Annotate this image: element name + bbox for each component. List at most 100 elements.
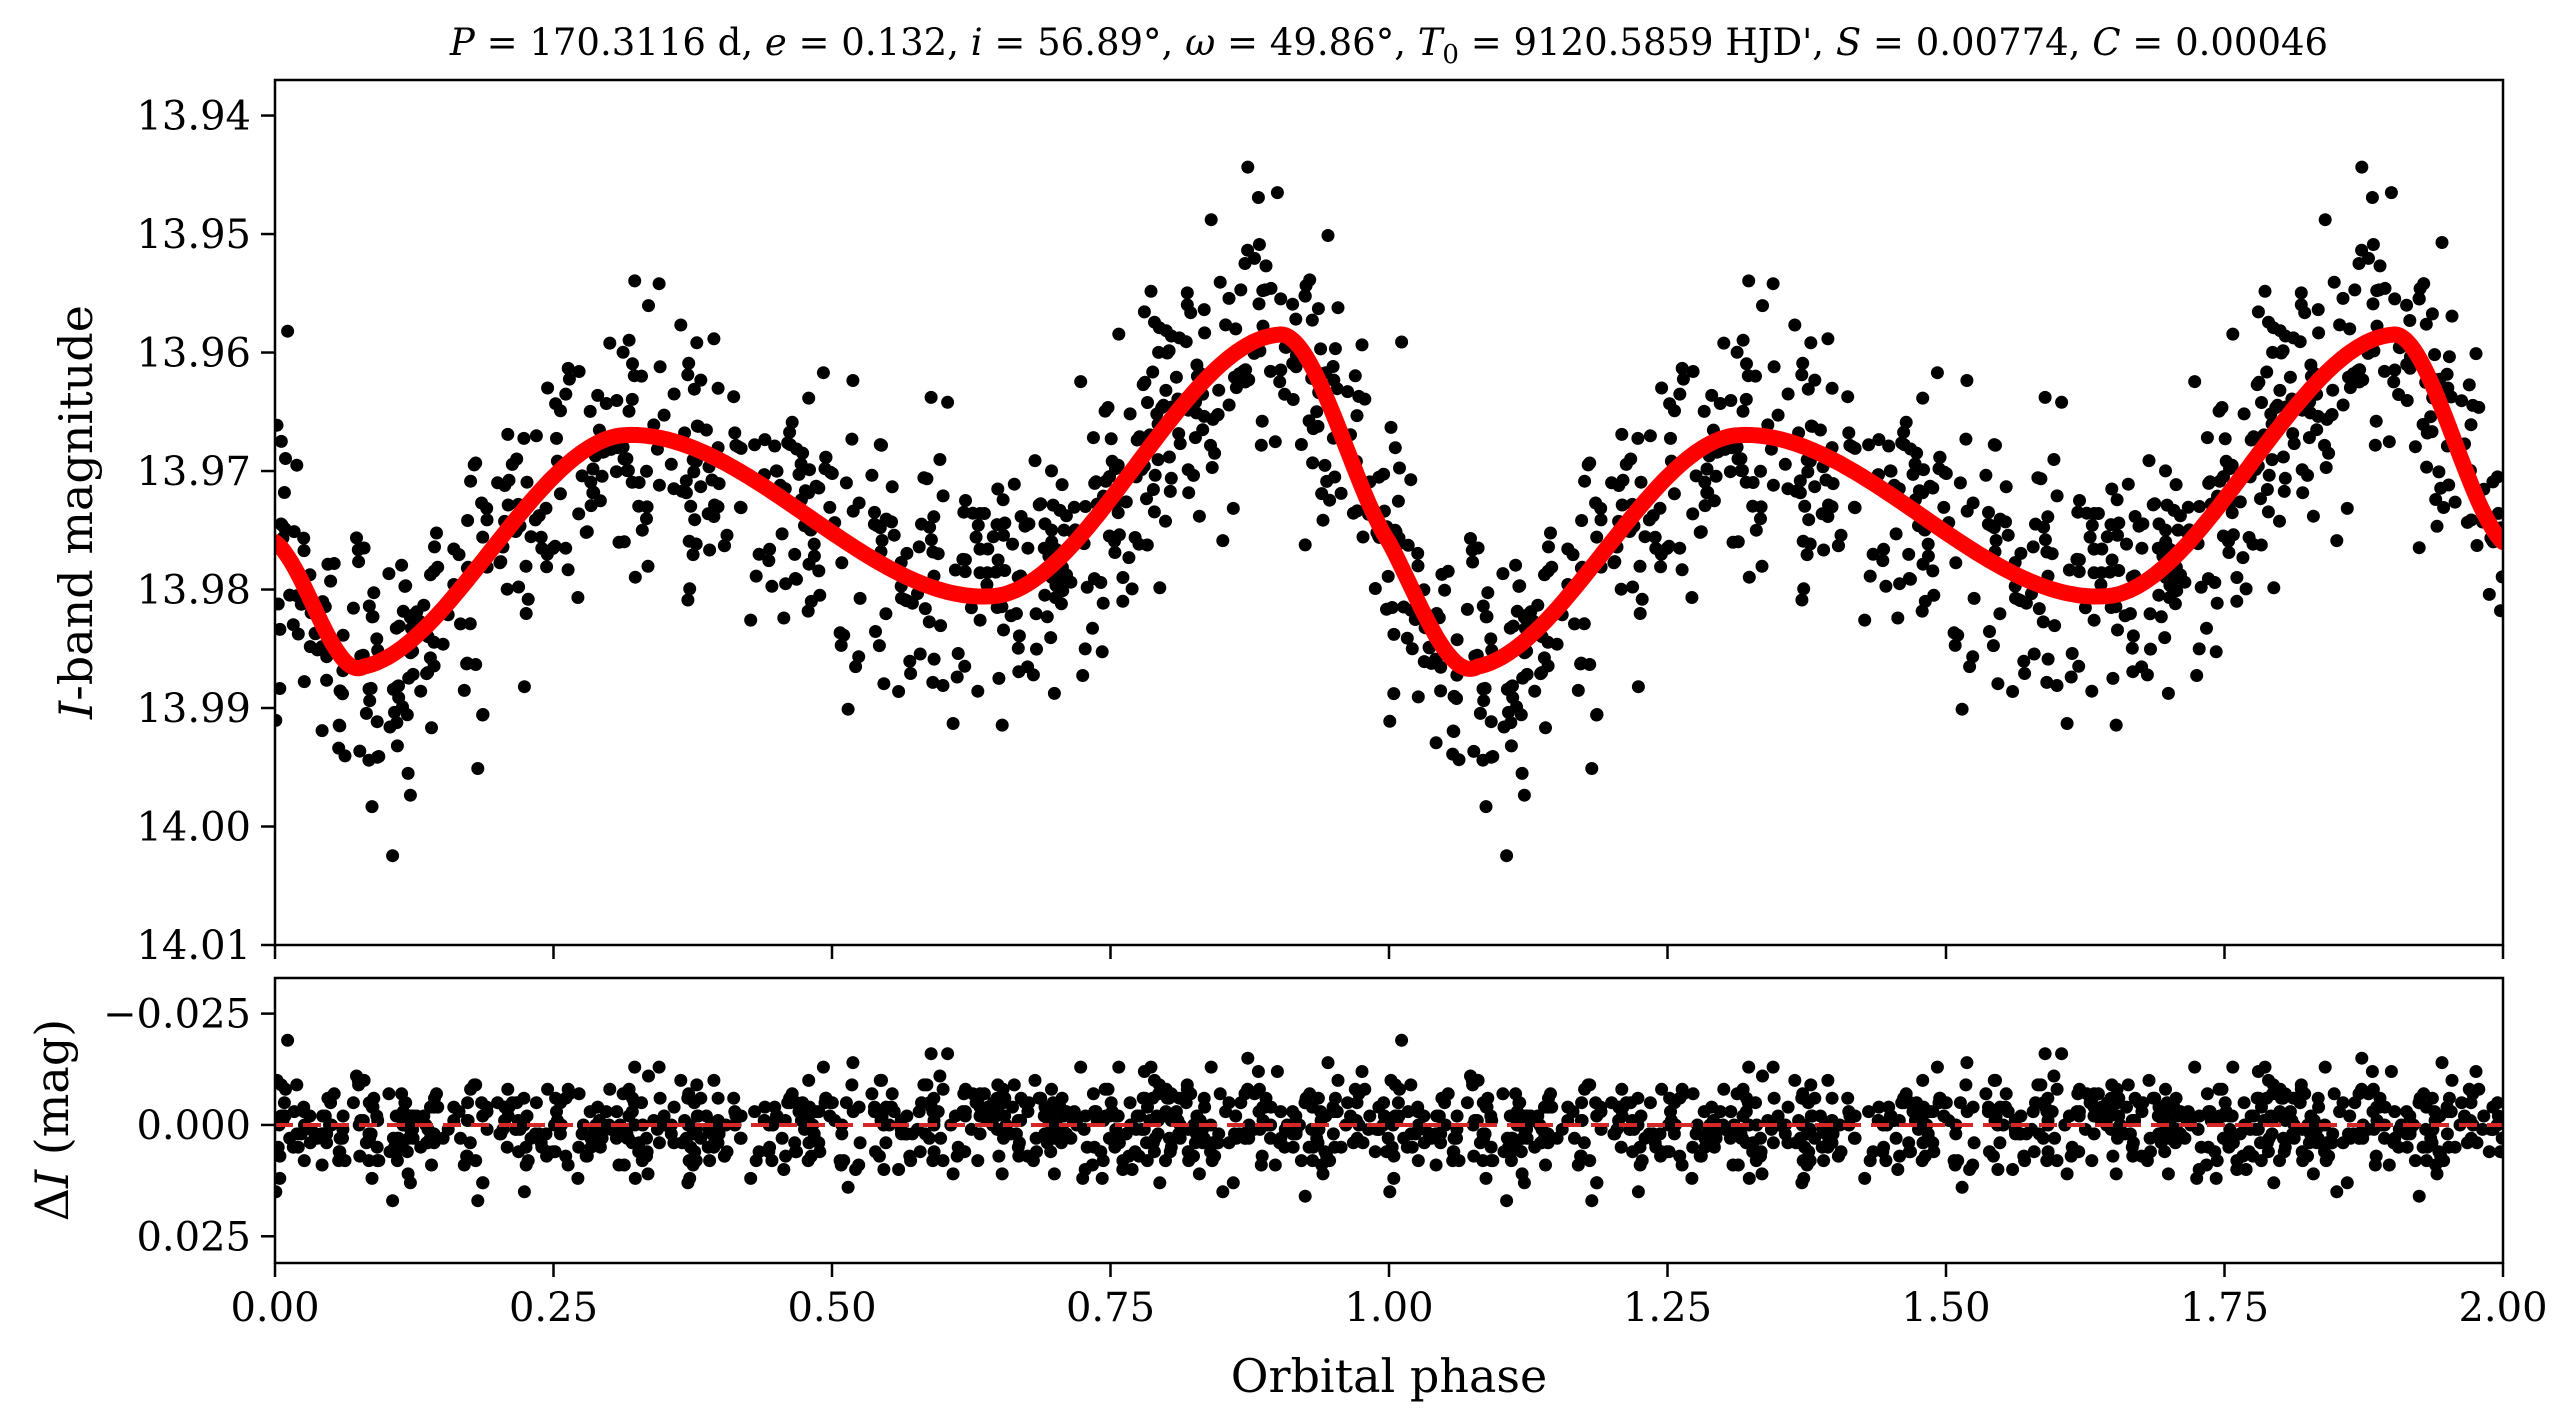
data-point xyxy=(2215,401,2229,414)
data-point xyxy=(2230,571,2244,584)
residual-point xyxy=(1726,1158,1740,1172)
residual-point xyxy=(475,1096,489,1110)
data-point xyxy=(927,510,941,524)
residual-point xyxy=(2327,1087,2341,1101)
data-point xyxy=(812,564,826,578)
data-point xyxy=(475,496,489,510)
residual-point xyxy=(1040,1136,1054,1150)
data-point xyxy=(1138,375,1152,389)
residual-point xyxy=(275,1171,287,1185)
data-point xyxy=(1789,484,1803,498)
data-point xyxy=(2192,500,2206,513)
residual-point xyxy=(2048,1131,2062,1145)
data-point xyxy=(1624,452,1638,466)
data-point xyxy=(1213,275,1227,289)
data-point xyxy=(1897,438,1911,452)
residual-point xyxy=(1833,1118,1847,1132)
data-point xyxy=(1739,392,1753,406)
data-point xyxy=(2378,364,2391,378)
data-point xyxy=(1999,480,2013,494)
data-point xyxy=(1953,476,1967,490)
data-point xyxy=(748,438,762,452)
residual-point xyxy=(2494,1145,2503,1159)
data-point xyxy=(837,628,851,642)
residual-point xyxy=(1182,1154,1196,1168)
residual-point xyxy=(2034,1078,2048,1092)
residual-point xyxy=(1400,1140,1414,1154)
data-point xyxy=(534,530,548,544)
data-point xyxy=(410,605,424,619)
residual-point xyxy=(783,1096,797,1110)
data-point xyxy=(1585,762,1599,775)
data-point xyxy=(812,481,826,495)
residual-point xyxy=(658,1118,672,1132)
data-point xyxy=(931,547,945,561)
data-point xyxy=(1989,438,2002,452)
residual-point xyxy=(501,1082,515,1096)
residual-point xyxy=(1331,1073,1345,1087)
residual-point xyxy=(1778,1127,1792,1141)
residual-point xyxy=(2239,1163,2253,1176)
x-tick-label: 0.25 xyxy=(509,1285,598,1331)
residual-point xyxy=(923,1096,937,1110)
residual-point xyxy=(2148,1091,2162,1105)
residual-point xyxy=(2017,1149,2031,1163)
residual-point xyxy=(1435,1091,1449,1105)
residual-point xyxy=(1328,1091,1342,1105)
residual-point xyxy=(1273,1136,1287,1150)
data-point xyxy=(667,387,681,401)
data-point xyxy=(575,469,589,483)
data-point xyxy=(1866,547,1880,561)
data-point xyxy=(701,507,715,521)
residual-point xyxy=(1879,1154,1893,1168)
residual-point xyxy=(1258,1100,1272,1114)
data-point xyxy=(1122,551,1136,565)
data-point xyxy=(1927,588,1941,602)
data-point xyxy=(957,505,971,519)
data-point xyxy=(904,667,918,680)
data-point xyxy=(2306,509,2320,523)
data-point xyxy=(892,685,906,698)
residual-point xyxy=(1575,1096,1589,1110)
data-point xyxy=(2065,647,2079,660)
data-point xyxy=(969,530,983,544)
residual-point xyxy=(2408,1154,2422,1168)
residual-point xyxy=(333,1131,347,1145)
residual-point xyxy=(2442,1091,2456,1105)
data-point xyxy=(529,429,543,443)
data-point xyxy=(2276,344,2290,358)
data-point xyxy=(2188,375,2202,389)
residual-point xyxy=(2200,1087,2214,1101)
data-point xyxy=(586,486,600,500)
data-point xyxy=(2408,440,2422,454)
data-point xyxy=(1446,724,1460,738)
data-point xyxy=(2420,426,2434,440)
residual-point xyxy=(2073,1082,2086,1096)
data-point xyxy=(936,679,950,692)
data-point xyxy=(1286,393,1300,406)
residual-point xyxy=(2215,1082,2229,1096)
data-point xyxy=(281,324,295,338)
data-point xyxy=(1151,453,1165,467)
residual-point xyxy=(2194,1140,2208,1154)
data-point xyxy=(2037,520,2051,534)
residual-point xyxy=(1834,1145,1848,1159)
residual-point xyxy=(835,1127,849,1141)
data-point xyxy=(2470,539,2484,552)
data-point xyxy=(1863,569,1877,583)
data-point xyxy=(1662,539,1676,553)
residual-point xyxy=(664,1127,678,1141)
residual-point xyxy=(2087,1100,2101,1114)
data-point xyxy=(1147,505,1161,519)
data-point xyxy=(1646,509,1660,523)
residual-point xyxy=(777,1163,791,1176)
residual-point xyxy=(1363,1109,1377,1123)
residual-point xyxy=(365,1171,379,1185)
data-point xyxy=(1686,507,1700,521)
residual-point xyxy=(1368,1145,1382,1159)
residual-point xyxy=(2252,1091,2266,1105)
residual-point xyxy=(2262,1073,2275,1087)
residual-point xyxy=(2210,1154,2224,1168)
data-point xyxy=(1825,381,1839,395)
data-point xyxy=(1730,345,1744,359)
